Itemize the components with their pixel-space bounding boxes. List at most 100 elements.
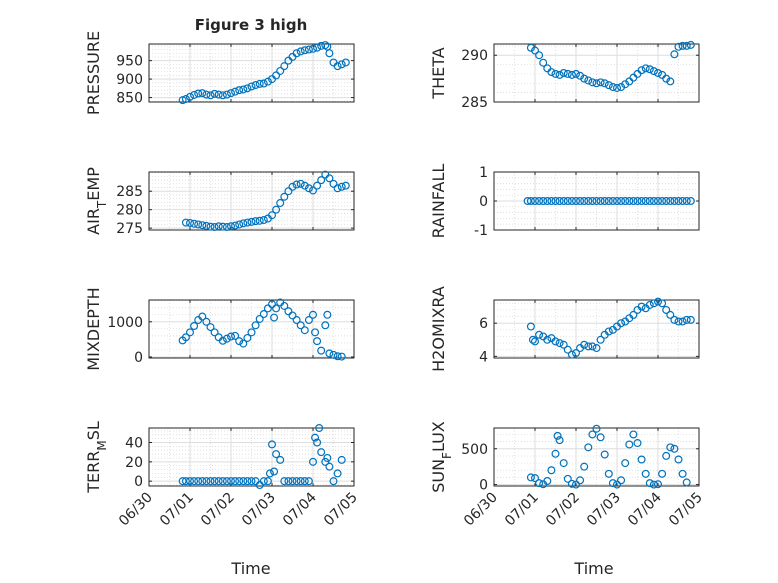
data-point (288, 182, 297, 191)
data-point (296, 47, 305, 56)
data-point (227, 89, 236, 98)
data-point (272, 205, 281, 214)
data-point (178, 96, 187, 105)
data-point (645, 300, 654, 309)
data-point (317, 346, 326, 355)
data-point (678, 197, 687, 206)
data-point (600, 79, 609, 88)
data-point (617, 319, 626, 328)
y-tick-label: 40 (125, 436, 143, 452)
data-point (309, 186, 318, 195)
subplot-2: 285 290 THETA (429, 40, 700, 111)
data-point (214, 222, 223, 231)
data-point (555, 436, 564, 445)
data-point (202, 90, 211, 99)
data-point (530, 337, 539, 346)
data-point (584, 342, 593, 351)
data-point (633, 197, 642, 206)
data-point (317, 176, 326, 185)
data-point (592, 424, 601, 433)
data-point (645, 65, 654, 74)
data-point (210, 328, 219, 337)
data-point (304, 45, 313, 54)
data-point (325, 462, 334, 471)
data-point (309, 310, 318, 319)
data-point (239, 219, 248, 228)
data-point (198, 477, 207, 486)
data-point (268, 440, 277, 449)
data-point (337, 60, 346, 69)
data-point (526, 197, 535, 206)
y-axis-label: MIXDEPTH (84, 287, 103, 370)
data-point (333, 62, 342, 71)
data-point (649, 197, 658, 206)
data-point (194, 477, 203, 486)
data-point (272, 450, 281, 459)
data-point (563, 345, 572, 354)
data-point (682, 478, 691, 487)
data-point (292, 316, 301, 325)
data-point (309, 44, 318, 53)
y-tick-label: 280 (116, 203, 143, 219)
data-point (194, 220, 203, 229)
data-point (584, 197, 593, 206)
data-point (592, 197, 601, 206)
data-point (629, 430, 638, 439)
data-point (571, 349, 580, 358)
data-point (190, 322, 199, 331)
data-point (337, 352, 346, 361)
data-point (662, 451, 671, 460)
data-point (309, 457, 318, 466)
y-tick-label: 850 (116, 91, 143, 107)
data-point (251, 321, 260, 330)
data-point (284, 187, 293, 196)
data-point (567, 70, 576, 79)
data-point (682, 41, 691, 50)
data-point (555, 339, 564, 348)
data-point (686, 197, 695, 206)
data-point (547, 197, 556, 206)
data-point (313, 438, 322, 447)
data-point (235, 337, 244, 346)
subplot-3: 275 280 285 AIRTEMP (84, 167, 355, 237)
data-point (539, 197, 548, 206)
data-point (210, 89, 219, 98)
y-tick-label: 0 (134, 350, 143, 366)
data-point (259, 79, 268, 88)
data-point (637, 302, 646, 311)
data-point (251, 217, 260, 226)
data-point (280, 477, 289, 486)
data-point (186, 218, 195, 227)
data-point (559, 340, 568, 349)
data-point (218, 222, 227, 231)
data-point (600, 450, 609, 459)
plot-area (149, 44, 354, 102)
data-point (633, 439, 642, 448)
data-point (526, 473, 535, 482)
data-point (641, 197, 650, 206)
data-point (255, 216, 264, 225)
data-point (580, 74, 589, 83)
data-point (563, 197, 572, 206)
data-point (227, 477, 236, 486)
data-point (576, 197, 585, 206)
data-point (315, 424, 324, 433)
x-axis-label-left: Time (230, 559, 270, 578)
data-point (559, 459, 568, 468)
data-point (218, 477, 227, 486)
data-point (608, 479, 617, 488)
data-point (323, 310, 332, 319)
data-point (530, 46, 539, 55)
data-point (300, 46, 309, 55)
data-point (288, 477, 297, 486)
data-point (276, 199, 285, 208)
data-point (563, 474, 572, 483)
data-point (559, 68, 568, 77)
data-point (662, 305, 671, 314)
data-point (259, 216, 268, 225)
data-point (190, 90, 199, 99)
data-point (678, 41, 687, 50)
data-point (214, 90, 223, 99)
